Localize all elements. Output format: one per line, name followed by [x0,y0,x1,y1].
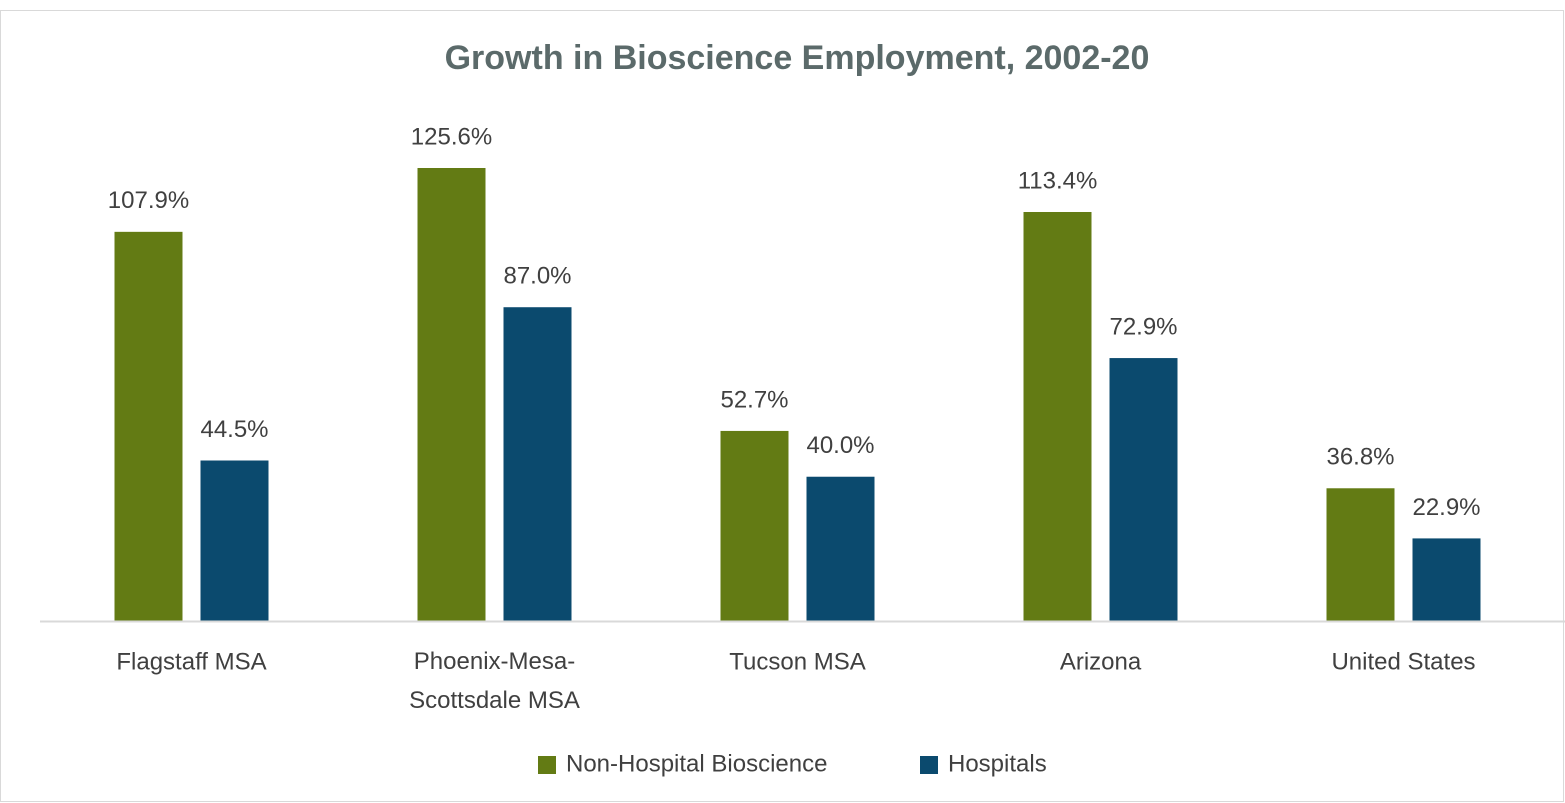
legend-label: Non-Hospital Bioscience [566,750,827,777]
bar [1326,488,1395,621]
bar [1109,358,1178,621]
legend-swatch [538,756,556,774]
data-label: 87.0% [503,263,571,290]
data-label: 44.5% [200,416,268,443]
data-label: 72.9% [1109,313,1177,340]
x-tick-label: Arizona [1060,648,1142,675]
bar [1412,538,1481,621]
bar [114,231,183,621]
x-tick-label: Tucson MSA [729,648,866,675]
bar [720,430,789,621]
bar [200,460,269,621]
data-label: 22.9% [1412,494,1480,521]
bar [1023,212,1092,621]
data-label: 52.7% [720,386,788,413]
data-label: 113.4% [1018,167,1098,194]
data-label: 125.6% [411,123,492,150]
bar [417,168,486,621]
chart-border [0,10,1564,802]
legend-swatch [920,756,938,774]
bar [503,307,572,621]
bar [806,476,875,621]
x-tick-label: Flagstaff MSA [116,648,266,675]
data-label: 36.8% [1326,444,1394,471]
x-tick-label: United States [1331,648,1475,675]
data-label: 107.9% [108,187,189,214]
x-tick-label: Phoenix-Mesa-Scottsdale MSA [409,648,580,714]
legend-label: Hospitals [948,750,1047,777]
chart-title: Growth in Bioscience Employment, 2002-20 [445,39,1150,77]
data-label: 40.0% [806,432,874,459]
